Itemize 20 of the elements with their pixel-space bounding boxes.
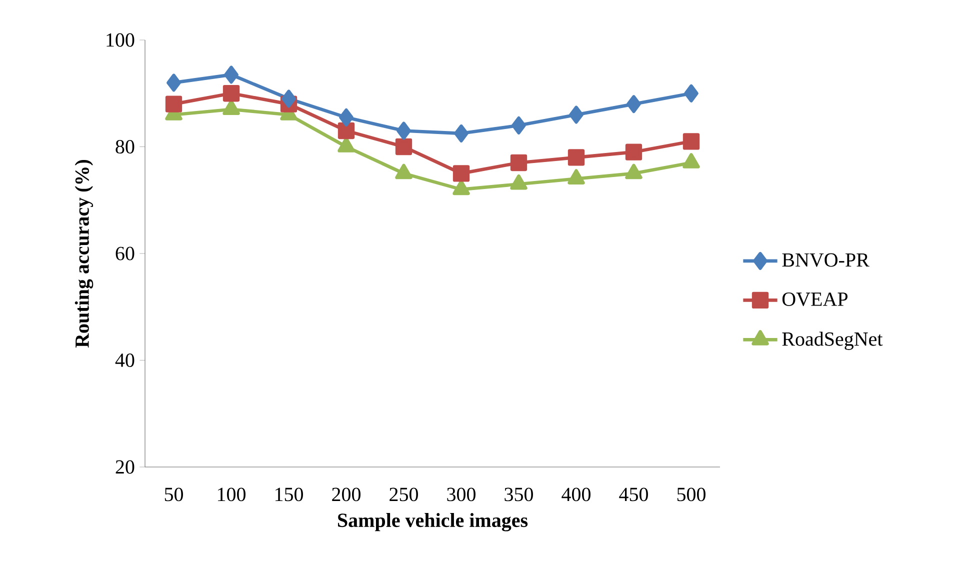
x-tick-label: 500	[677, 488, 706, 502]
x-tick-label: 100	[218, 488, 246, 502]
x-tick-label: 250	[390, 488, 418, 502]
y-tick-label: 100	[106, 33, 134, 47]
y-tick-label: 40	[115, 353, 134, 367]
legend-label: BNVO-PR	[782, 253, 870, 267]
legend-label: OVEAP	[782, 292, 848, 306]
legend-label: RoadSegNet	[782, 332, 883, 350]
y-axis-title: Routing accuracy (%)	[74, 160, 94, 348]
x-tick-label: 50	[164, 488, 183, 502]
y-tick-label: 60	[116, 246, 134, 260]
x-tick-label: 350	[504, 488, 533, 502]
x-axis-title: Sample vehicle images	[338, 513, 528, 532]
x-tick-label: 400	[562, 488, 590, 502]
x-tick-label: 450	[619, 488, 648, 502]
y-tick-label: 20	[116, 460, 134, 474]
x-tick-label: 150	[276, 488, 303, 502]
x-tick-label: 200	[332, 488, 360, 502]
x-tick-label: 300	[447, 488, 476, 502]
y-tick-label: 80	[116, 140, 134, 154]
